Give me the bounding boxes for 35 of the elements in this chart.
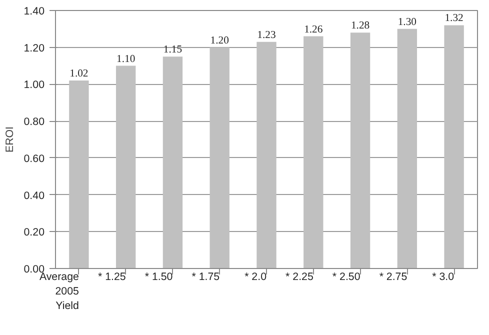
y-tick-label: 1.40 <box>24 6 45 18</box>
bar <box>444 25 464 268</box>
y-tick-label: 1.20 <box>24 42 45 54</box>
x-tick-label: * 2.25 <box>286 271 314 284</box>
data-label: 1.26 <box>304 24 324 36</box>
bar <box>69 80 89 268</box>
x-tick-label: * 1.25 <box>98 271 126 284</box>
x-tick-label: * 2.0 <box>244 271 267 284</box>
x-tick-label: * 2.50 <box>332 271 360 284</box>
y-tick-label: 0.80 <box>24 116 45 128</box>
data-label: 1.20 <box>210 35 229 46</box>
bar <box>116 66 136 268</box>
x-tick-label: Average 2005 Yield <box>39 271 80 312</box>
bar <box>397 28 418 268</box>
data-label: 1.28 <box>350 20 370 32</box>
bar <box>350 32 370 268</box>
x-tick-label: * 3.0 <box>432 271 454 284</box>
bar <box>162 56 183 268</box>
data-label: 1.32 <box>444 13 464 24</box>
x-tick-label: * 1.75 <box>192 271 220 284</box>
data-label: 1.30 <box>398 16 416 28</box>
y-tick-label: 1.00 <box>24 79 45 92</box>
y-tick-label: 0.40 <box>24 190 45 202</box>
data-label: 1.02 <box>70 68 88 80</box>
x-tick-label: * 2.75 <box>379 271 408 284</box>
data-label: 1.23 <box>257 30 276 41</box>
data-label: 1.10 <box>116 54 136 65</box>
data-label: 1.15 <box>163 44 182 56</box>
x-tick-label: * 1.50 <box>144 271 173 284</box>
bar <box>304 36 324 268</box>
y-tick-label: 0.60 <box>24 152 45 165</box>
y-axis-title: EROI <box>4 126 16 153</box>
bar <box>256 42 276 268</box>
y-tick-label: 0.20 <box>24 226 45 239</box>
bar <box>210 47 230 268</box>
